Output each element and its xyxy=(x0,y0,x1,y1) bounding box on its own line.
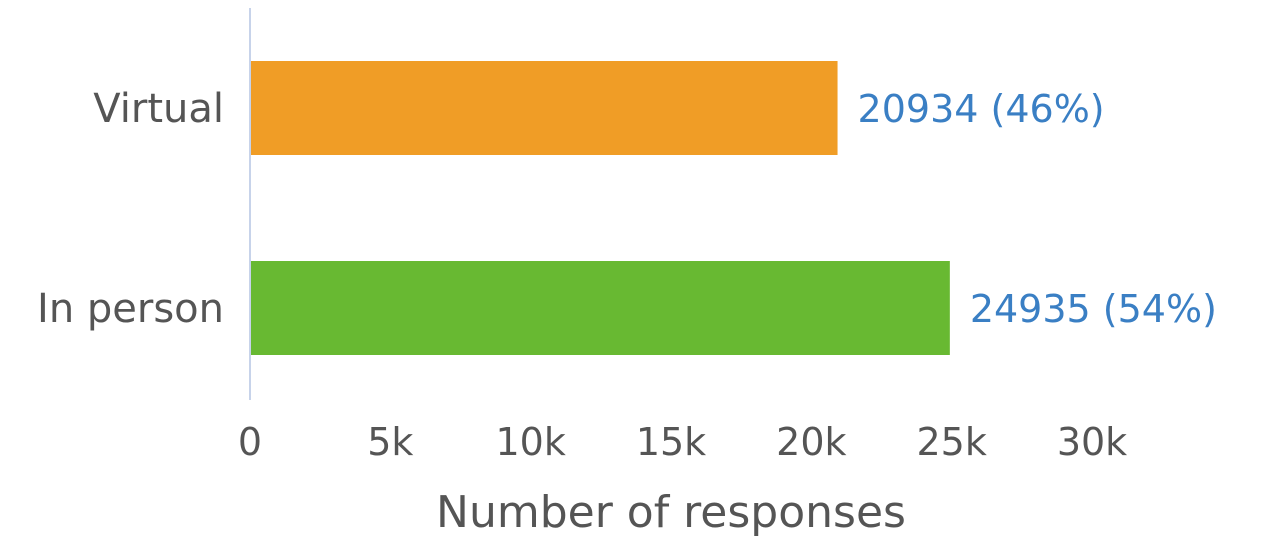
x-tick-label: 0 xyxy=(238,420,262,464)
x-tick-label: 30k xyxy=(1057,420,1127,464)
bars-layer xyxy=(251,61,950,355)
x-tick-label: 10k xyxy=(495,420,565,464)
category-label-virtual: Virtual xyxy=(93,86,224,132)
data-label-virtual: 20934 (46%) xyxy=(858,87,1105,131)
category-label-in-person: In person xyxy=(37,286,224,332)
data-label-in-person: 24935 (54%) xyxy=(970,287,1217,331)
x-tick-label: 25k xyxy=(916,420,986,464)
bar-in-person xyxy=(251,261,950,355)
data-labels: 20934 (46%) 24935 (54%) xyxy=(858,87,1217,331)
x-tick-label: 20k xyxy=(776,420,846,464)
x-axis-title: Number of responses xyxy=(436,487,906,538)
x-tick-label: 15k xyxy=(636,420,706,464)
bar-virtual xyxy=(251,61,838,155)
x-tick-label: 5k xyxy=(367,420,413,464)
category-labels: Virtual In person xyxy=(37,86,224,332)
x-tick-labels: 0 5k 10k 15k 20k 25k 30k xyxy=(238,420,1127,464)
